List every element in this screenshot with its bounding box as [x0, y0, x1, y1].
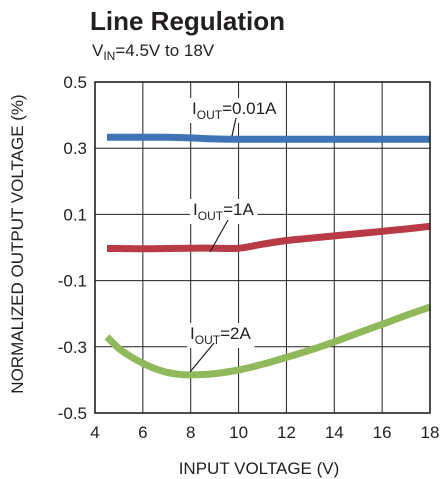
title-group: Line Regulation VIN=4.5V to 18V: [90, 6, 285, 63]
x-tick-label: 4: [90, 423, 99, 442]
x-tick-label: 14: [325, 423, 344, 442]
series-label-iout-2a: IOUT=2A: [187, 323, 255, 373]
series-label-suffix: =0.01A: [222, 99, 277, 118]
y-tick-label: -0.3: [58, 338, 87, 357]
x-tick-label: 12: [277, 423, 296, 442]
series-label-text: IOUT=0.01A: [192, 99, 277, 122]
series-label-sub: OUT: [198, 209, 224, 223]
series-label-prefix: I: [190, 324, 195, 343]
y-tick-label: -0.5: [58, 404, 87, 423]
y-axis-label: NORMALIZED OUTPUT VOLTAGE (%): [8, 94, 27, 393]
chart-title: Line Regulation: [90, 6, 285, 36]
series-label-iout-1a: IOUT=1A: [190, 199, 258, 253]
x-tick-label: 8: [186, 423, 195, 442]
chart-subtitle-suffix: =4.5V to 18V: [115, 41, 214, 60]
series-layer: [104, 133, 432, 379]
series-label-iout-001a: IOUT=0.01A: [189, 98, 281, 137]
series-label-background: [190, 199, 258, 224]
series-line-iout-1a: [106, 222, 431, 253]
chart-subtitle-prefix: V: [92, 41, 104, 60]
series-label-background: [189, 98, 281, 123]
chart-subtitle-sub: IN: [103, 49, 115, 63]
plot-frame: [94, 81, 431, 414]
y-tick-label: 0.3: [63, 139, 87, 158]
series-label-text: IOUT=1A: [193, 200, 254, 223]
series-label-leader: [209, 219, 229, 253]
x-tick-label: 16: [373, 423, 392, 442]
series-label-leader: [231, 117, 237, 137]
y-tick-label: 0.5: [63, 73, 87, 92]
y-tick-label: -0.1: [58, 272, 87, 291]
series-label-sub: OUT: [197, 108, 223, 122]
series-label-suffix: =2A: [220, 324, 251, 343]
chart-subtitle: VIN=4.5V to 18V: [92, 41, 215, 63]
series-line-iout-001a: [107, 133, 430, 143]
series-label-background: [187, 323, 255, 348]
x-tick-label: 6: [138, 423, 147, 442]
x-tick-label: 10: [229, 423, 248, 442]
series-label-sub: OUT: [195, 333, 221, 347]
series-label-leader: [189, 342, 215, 373]
x-axis-label: INPUT VOLTAGE (V): [179, 459, 340, 478]
tick-labels: 4 6 8 10 12 14 16 18 0.5 0.3 0.1 -0.1 -0.3 -0.5: [58, 73, 440, 442]
series-line-iout-2a: [104, 303, 432, 379]
y-tick-label: 0.1: [63, 205, 87, 224]
series-label-prefix: I: [192, 99, 197, 118]
x-tick-label: 18: [421, 423, 440, 442]
series-label-suffix: =1A: [223, 200, 254, 219]
series-label-prefix: I: [193, 200, 198, 219]
